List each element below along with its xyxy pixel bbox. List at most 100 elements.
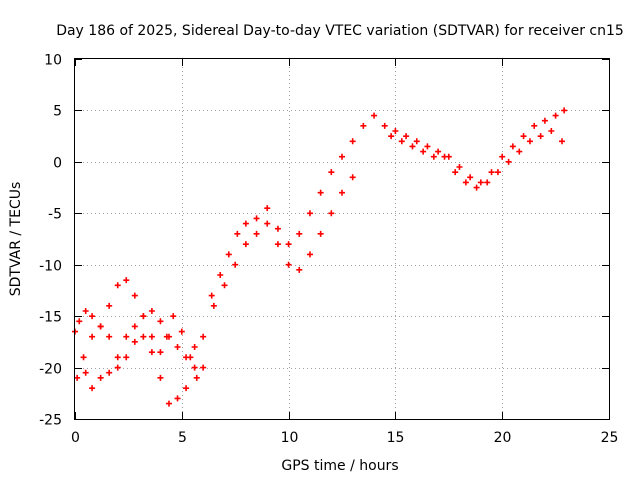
data-point [200,333,207,340]
data-point [441,153,448,160]
data-point [409,143,416,150]
data-point [328,169,335,176]
data-point [285,261,292,268]
data-point [430,153,437,160]
x-tick-label: 20 [494,430,512,446]
data-point [165,400,172,407]
data-point [548,128,555,134]
data-point [123,333,130,340]
data-point [131,338,138,345]
data-point [208,292,215,299]
data-point [306,251,313,258]
data-point [114,282,121,289]
data-point [561,107,568,114]
data-point [484,179,491,186]
data-point [505,158,512,165]
y-tick-label: -5 [48,207,62,223]
data-point [349,174,356,181]
data-point [183,354,190,361]
data-point [170,313,177,320]
data-point [76,318,83,325]
data-point [97,374,104,381]
data-point [183,385,190,392]
y-tick-label: -25 [39,413,62,429]
data-point [148,308,155,314]
data-point [89,385,96,392]
data-point [174,344,181,350]
data-point [74,374,81,381]
data-point [140,313,147,320]
x-tick-label: 10 [281,430,299,446]
data-point [157,374,164,381]
data-point [200,364,207,371]
data-point [392,128,399,134]
data-point [221,282,228,289]
data-point [435,148,442,155]
data-point [89,333,96,340]
x-axis-label: GPS time / hours [281,458,398,474]
data-point [537,133,544,140]
data-point [328,210,335,217]
data-point [253,215,260,222]
y-tick-label: -10 [39,259,62,275]
y-tick-label: -15 [39,310,62,326]
data-point [526,138,533,145]
data-point [234,230,241,237]
data-point [157,349,164,356]
data-point [274,241,281,248]
data-point [339,153,345,160]
x-tick-labels: 0 5 10 15 20 25 [71,430,618,446]
data-point [317,230,324,237]
data-point [165,333,172,340]
y-axis-label: SDTVAR / TECUs [8,182,24,297]
axis-ticks [75,59,610,420]
plot-frame [74,58,610,420]
data-point [131,323,138,330]
data-point [178,328,185,335]
data-point [403,133,410,140]
data-point [191,344,198,350]
data-point [452,169,459,176]
data-point [317,189,324,196]
y-tick-labels: -25 -20 -15 -10 -5 0 5 10 [39,53,62,429]
data-point [242,241,249,248]
data-point [140,333,147,340]
data-point [89,313,96,320]
data-point [123,354,130,361]
data-point [477,179,484,186]
data-points [72,107,568,407]
data-point [381,122,388,129]
y-tick-label: 10 [44,53,62,69]
data-point [296,266,303,273]
series-track-e [388,128,566,191]
y-tick-label: 0 [53,156,62,172]
grid [75,59,609,419]
data-point [217,272,224,278]
data-point [462,179,469,186]
series-track-c [82,333,198,407]
data-point [242,220,249,227]
data-point [467,174,474,181]
data-point [520,133,527,140]
series-track-b [74,174,356,381]
data-point [148,333,155,340]
data-point [264,220,271,227]
data-point [157,318,164,325]
data-point [274,225,281,232]
data-point [509,143,516,150]
series-track-a [72,112,378,381]
data-point [285,241,292,248]
data-point [193,374,200,381]
data-point [148,349,155,356]
data-point [488,169,495,176]
data-point [349,138,356,145]
data-point [420,148,427,155]
x-tick-label: 0 [71,430,80,446]
data-point [191,364,198,371]
data-point [541,117,548,124]
data-point [97,323,104,330]
data-point [494,169,501,176]
data-point [253,230,260,237]
data-point [398,138,405,145]
